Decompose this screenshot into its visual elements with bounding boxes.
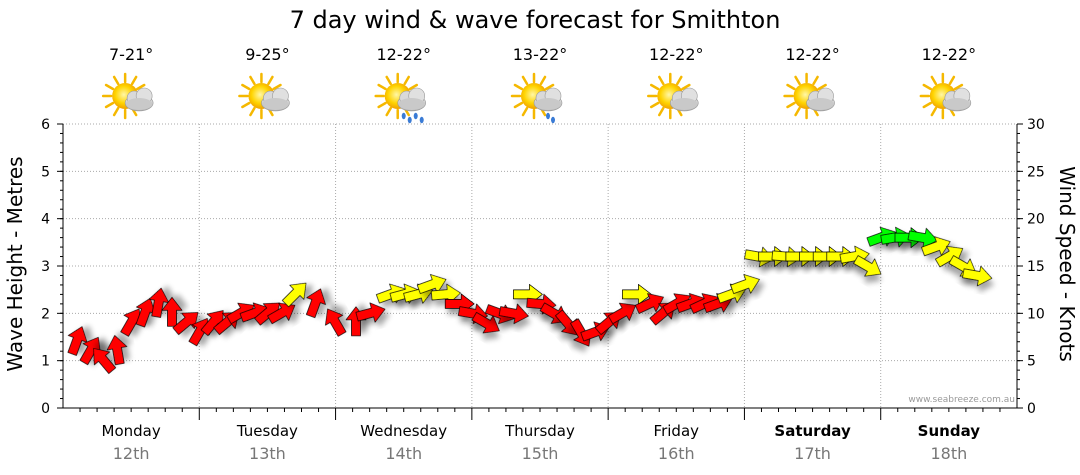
wind-arrow (93, 348, 117, 374)
day-date-label: 18th (930, 444, 967, 463)
y2-tick-label: 15 (1027, 259, 1045, 275)
y-tick-label: 5 (41, 164, 50, 180)
weather-icons: 7-21° 9-25° 12-22° 13-22° 12-22° 12-22° 12-22° (101, 45, 977, 124)
y-tick-label: 3 (41, 259, 50, 275)
wind-arrow (325, 308, 347, 337)
day-name-label: Sunday (918, 422, 981, 440)
wind-arrow (962, 265, 993, 287)
y2-tick-label: 20 (1027, 212, 1045, 228)
wind-arrow (135, 297, 156, 328)
weather-partly-cloudy-icon (647, 72, 699, 120)
y2-tick-label: 0 (1027, 401, 1036, 417)
wind-arrow (622, 284, 652, 305)
credit-text: www.seabreeze.com.au (908, 395, 1015, 405)
weather-partly-cloudy-icon (919, 72, 972, 120)
wind-arrow (498, 303, 529, 325)
day-date-label: 16th (658, 444, 695, 463)
temperature-label: 9-25° (245, 45, 289, 64)
weather-partly-cloudy-icon (783, 72, 835, 120)
temperature-label: 12-22° (376, 45, 431, 64)
wind-arrow (267, 302, 296, 325)
y2-tick-label: 30 (1027, 117, 1045, 133)
weather-partly-cloudy-icon (238, 72, 290, 120)
weather-light-shower-icon (510, 72, 563, 124)
day-name-label: Saturday (774, 422, 851, 440)
chart-title: 7 day wind & wave forecast for Smithton (290, 6, 781, 34)
y2-tick-label: 25 (1027, 164, 1045, 180)
weather-partly-cloudy-icon (101, 72, 154, 120)
y-tick-label: 0 (41, 401, 50, 417)
wind-arrow (921, 236, 951, 257)
y2-tick-label: 5 (1027, 354, 1036, 370)
day-date-label: 17th (794, 444, 831, 463)
wind-arrow (607, 302, 637, 325)
wind-arrow (67, 326, 88, 356)
day-name-label: Monday (102, 422, 161, 440)
y-tick-label: 1 (41, 354, 50, 370)
day-date-label: 12th (113, 444, 150, 463)
wind-arrow (200, 310, 224, 337)
y2-axis-label: Wind Speed - Knots (1055, 166, 1079, 362)
day-date-label: 14th (385, 444, 422, 463)
wind-arrow (471, 312, 500, 334)
day-name-label: Friday (654, 422, 700, 440)
chart-axes: 0 1 2 3 4 5 6 0 5 10 15 20 25 30 Monday 12th Tuesday 13th… (41, 117, 1045, 463)
wind-arrow (79, 336, 101, 366)
day-name-label: Thursday (504, 422, 575, 440)
temperature-label: 12-22° (785, 45, 840, 64)
weather-showers-icon (374, 72, 427, 124)
temperature-label: 12-22° (649, 45, 704, 64)
day-name-label: Wednesday (360, 422, 447, 440)
day-date-label: 13th (249, 444, 286, 463)
wind-arrow (172, 312, 199, 335)
wind-arrow (730, 274, 760, 294)
wind-arrow (106, 335, 128, 366)
temperature-label: 13-22° (513, 45, 568, 64)
wind-arrow (416, 274, 447, 294)
wind-arrow (148, 287, 170, 318)
y-tick-label: 4 (41, 212, 50, 228)
y-tick-label: 2 (41, 306, 50, 322)
wind-arrow (161, 296, 183, 327)
y-axis-label: Wave Height - Metres (3, 156, 27, 371)
day-name-label: Tuesday (236, 422, 298, 440)
temperature-label: 12-22° (922, 45, 977, 64)
day-date-label: 15th (522, 444, 559, 463)
wind-arrow (853, 255, 882, 277)
wind-arrow (306, 288, 326, 319)
wind-arrow (355, 302, 386, 323)
wind-arrow (281, 282, 307, 308)
y2-tick-label: 10 (1027, 306, 1045, 322)
wind-arrows (67, 226, 993, 374)
y-tick-label: 6 (41, 117, 50, 133)
temperature-label: 7-21° (109, 45, 153, 64)
